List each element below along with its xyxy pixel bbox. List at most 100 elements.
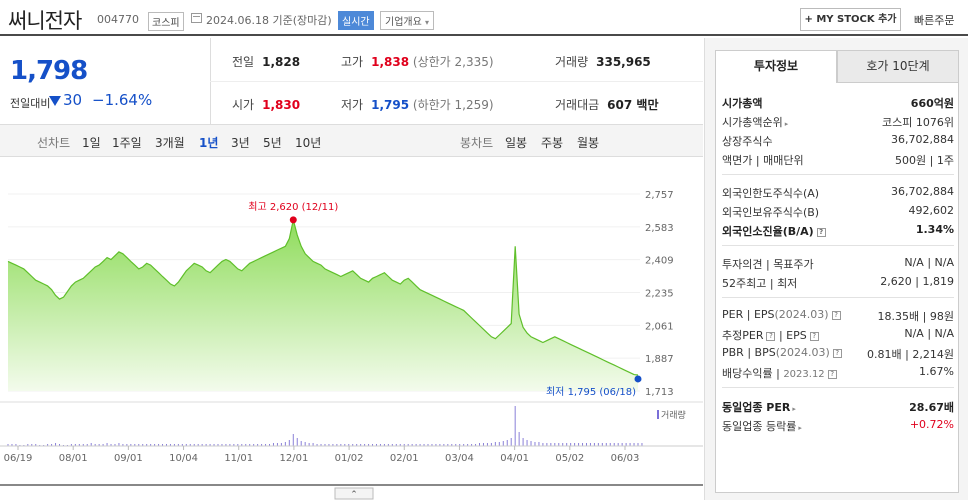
volume-bar bbox=[522, 438, 524, 446]
x-tick-label: 11/01 bbox=[224, 453, 253, 464]
volume-bar bbox=[292, 434, 294, 446]
low-label: 저가 bbox=[341, 98, 364, 112]
volume-bar bbox=[403, 444, 405, 446]
market-cap-label: 시가총액 bbox=[722, 97, 763, 110]
pbr-row: PBR | BPS(2024.03)? 0.81배 | 2,214원 bbox=[722, 344, 954, 363]
pbr-label: PBR | BPS(2024.03)? bbox=[722, 346, 842, 359]
low-point bbox=[634, 375, 642, 383]
period-1w[interactable]: 1주일 bbox=[112, 136, 142, 150]
market-cap-rank-row: 시가총액순위 ▸ 코스피 1076위 bbox=[722, 112, 954, 131]
candle-weekly[interactable]: 주봉 bbox=[541, 136, 564, 150]
volume-bar bbox=[269, 444, 271, 446]
period-10y[interactable]: 10년 bbox=[295, 136, 322, 150]
market-cap-rank-value: 코스피 1076위 bbox=[882, 116, 954, 129]
tab-order-book[interactable]: 호가 10단계 bbox=[837, 50, 959, 83]
volume-bar bbox=[368, 444, 370, 446]
price-line bbox=[7, 219, 639, 376]
volume-bar bbox=[617, 443, 619, 446]
volume-bar bbox=[205, 444, 207, 446]
lower-limit: (하한가 1,259) bbox=[412, 98, 494, 112]
price-chart[interactable]: 2,757 2,583 2,409 2,235 2,061 1,887 1,713 06/1… bbox=[0, 158, 703, 500]
volume-bar bbox=[399, 444, 401, 446]
volume-bar bbox=[241, 444, 243, 446]
volume-bar bbox=[486, 443, 488, 446]
period-3m[interactable]: 3개월 bbox=[155, 136, 185, 150]
high-point bbox=[289, 216, 297, 224]
realtime-button[interactable]: 실시간 bbox=[338, 11, 374, 30]
volume-bar bbox=[633, 443, 635, 446]
volume-bar bbox=[98, 444, 100, 446]
volume-bar bbox=[391, 444, 393, 446]
foreign-hold-row: 외국인보유주식수(B) 492,602 bbox=[722, 202, 954, 221]
volume-bar bbox=[578, 443, 580, 446]
volume-bar bbox=[11, 444, 13, 446]
volume-bar bbox=[249, 444, 251, 446]
volume-bar bbox=[237, 444, 239, 446]
period-3y[interactable]: 3년 bbox=[231, 136, 250, 150]
volume-bar bbox=[510, 438, 512, 446]
period-1y[interactable]: 1년 bbox=[199, 136, 219, 150]
y-tick-label: 2,409 bbox=[645, 256, 674, 267]
opinion-row: 투자의견 | 목표주가 N/A | N/A bbox=[722, 254, 954, 273]
volume-label: 거래량 bbox=[555, 55, 589, 69]
volume-bar bbox=[538, 442, 540, 446]
help-icon: ? bbox=[809, 332, 819, 341]
volume-bar bbox=[138, 444, 140, 446]
volume-bar bbox=[308, 443, 310, 446]
my-stock-add-button[interactable]: + MY STOCK 추가 bbox=[800, 8, 901, 31]
open-value: 1,830 bbox=[262, 98, 301, 112]
volume-bar bbox=[114, 444, 116, 446]
company-overview-label: 기업개요 bbox=[385, 17, 422, 28]
stock-name: 써니전자 bbox=[8, 9, 82, 33]
volume-bar bbox=[411, 444, 413, 446]
divider bbox=[722, 297, 954, 298]
volume-bar bbox=[193, 444, 195, 446]
volume-bar bbox=[288, 440, 290, 446]
price-summary: 1,798 전일대비 30 −1.64% 전일 1,828 시가 1,830 고가 1… bbox=[0, 38, 703, 125]
high-value: 1,838 bbox=[371, 55, 410, 69]
volume-bar bbox=[165, 444, 167, 446]
volume-bar bbox=[506, 440, 508, 446]
candle-daily[interactable]: 일봉 bbox=[505, 136, 528, 150]
candle-monthly[interactable]: 월봉 bbox=[577, 136, 600, 150]
foreign-limit-label: 외국인한도주식수(A) bbox=[722, 187, 820, 200]
volume-bar bbox=[197, 444, 199, 446]
volume-legend: 거래량 bbox=[661, 409, 686, 421]
volume-bar bbox=[47, 444, 49, 446]
open-label: 시가 bbox=[232, 98, 255, 112]
calendar-icon bbox=[191, 13, 202, 23]
volume-bar bbox=[582, 443, 584, 446]
volume-bar bbox=[593, 443, 595, 446]
foreign-limit-row: 외국인한도주식수(A) 36,702,884 bbox=[722, 183, 954, 202]
tab-investment-info[interactable]: 투자정보 bbox=[715, 50, 837, 83]
est-per-value: N/A | N/A bbox=[904, 327, 954, 340]
est-per-row: 추정PER? | EPS? N/A | N/A bbox=[722, 325, 954, 344]
period-5y[interactable]: 5년 bbox=[263, 136, 282, 150]
volume-bar bbox=[265, 444, 267, 446]
dividend-label: 배당수익률 | 2023.12? bbox=[722, 365, 837, 381]
volume-bar bbox=[257, 444, 259, 446]
volume-bar bbox=[312, 443, 314, 446]
volume-bar bbox=[86, 444, 88, 446]
volume-bar bbox=[379, 444, 381, 446]
volume-bar bbox=[320, 444, 322, 446]
help-icon: ? bbox=[766, 332, 776, 341]
quick-order-link[interactable]: 빠른주문 bbox=[914, 14, 955, 27]
period-1d[interactable]: 1일 bbox=[82, 136, 101, 150]
down-triangle-icon bbox=[49, 96, 61, 106]
foreign-ratio-value: 1.34% bbox=[915, 223, 954, 236]
volume-bar bbox=[395, 444, 397, 446]
investment-info-box: 시가총액 660억원 시가총액순위 ▸ 코스피 1076위 상장주식수 36,702,8… bbox=[715, 83, 959, 493]
pbr-value: 0.81배 | 2,214원 bbox=[867, 348, 954, 361]
y-tick-label: 1,713 bbox=[645, 387, 674, 398]
volume-bar bbox=[280, 443, 282, 446]
week52-label: 52주최고 | 최저 bbox=[722, 277, 798, 290]
company-overview-dropdown[interactable]: 기업개요 ▾ bbox=[380, 11, 435, 30]
collapse-button[interactable] bbox=[334, 487, 374, 500]
volume-bar bbox=[427, 444, 429, 446]
x-tick-label: 06/03 bbox=[611, 453, 640, 464]
volume-bar bbox=[490, 443, 492, 446]
volume-bar bbox=[502, 441, 504, 446]
divider bbox=[210, 81, 703, 82]
volume-bar bbox=[609, 443, 611, 446]
